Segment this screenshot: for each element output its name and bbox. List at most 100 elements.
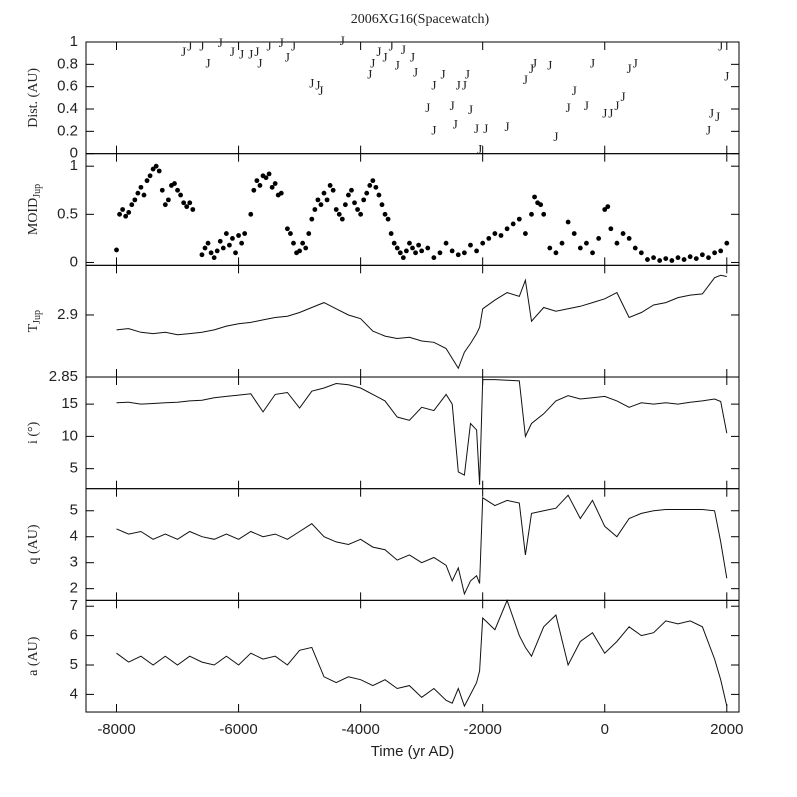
x-tick-label: -4000 — [341, 721, 379, 738]
point: J — [389, 39, 394, 54]
y-tick-label: 2.85 — [49, 368, 78, 385]
y-tick-label: 5 — [70, 460, 78, 477]
point — [529, 211, 534, 217]
point — [333, 207, 339, 212]
series-line — [116, 274, 727, 370]
point: J — [291, 39, 296, 54]
y-tick-label: 0 — [70, 145, 78, 162]
point: J — [572, 83, 577, 98]
point — [162, 202, 168, 208]
point — [416, 242, 422, 248]
point: J — [206, 55, 211, 70]
point — [608, 226, 614, 232]
point — [403, 248, 409, 254]
point — [239, 240, 245, 246]
point — [284, 226, 290, 232]
y-tick-label: 0.2 — [57, 122, 78, 139]
point: J — [608, 106, 613, 121]
point — [361, 197, 367, 203]
x-tick-label: -2000 — [463, 721, 501, 738]
point — [510, 221, 516, 227]
point: J — [602, 106, 607, 121]
y-label-main: MOID — [26, 198, 41, 235]
point — [187, 200, 193, 206]
point — [230, 235, 235, 241]
point — [486, 235, 492, 241]
point: J — [318, 83, 323, 98]
point: J — [468, 102, 473, 117]
point — [236, 233, 241, 238]
point — [681, 257, 687, 262]
x-axis-label: Time (yr AD) — [371, 743, 455, 760]
point — [242, 231, 248, 236]
point — [632, 245, 638, 251]
point: J — [401, 42, 406, 57]
y-tick-label: 5 — [70, 656, 78, 673]
point — [504, 226, 510, 232]
point — [370, 178, 376, 184]
point — [318, 202, 324, 208]
point: J — [474, 121, 479, 136]
point — [211, 255, 217, 261]
point: J — [230, 44, 235, 59]
point — [336, 211, 342, 217]
point: J — [376, 44, 381, 59]
point — [251, 187, 257, 193]
x-tick-label: 0 — [601, 721, 609, 738]
point: J — [566, 100, 571, 115]
point — [214, 248, 220, 254]
point — [123, 213, 129, 219]
point — [605, 204, 611, 210]
point: J — [450, 98, 455, 113]
point: J — [706, 122, 711, 137]
point — [602, 207, 608, 212]
point — [669, 258, 675, 263]
point — [220, 245, 226, 251]
point — [431, 255, 437, 261]
y-tick-label: 3 — [70, 554, 78, 571]
y-tick-label: 2.9 — [57, 306, 78, 323]
point — [425, 245, 431, 251]
point — [205, 240, 211, 246]
point: J — [584, 98, 589, 113]
point — [135, 190, 141, 196]
point — [181, 200, 187, 206]
y-tick-label: 2 — [70, 580, 78, 597]
point — [724, 240, 730, 246]
point — [165, 197, 171, 203]
point — [410, 245, 415, 251]
point — [342, 202, 348, 208]
point — [178, 192, 183, 198]
point: J — [370, 55, 375, 70]
point — [114, 247, 119, 253]
point — [468, 242, 473, 248]
point — [645, 257, 650, 262]
point — [156, 168, 162, 174]
point — [614, 240, 620, 246]
point — [364, 190, 370, 196]
panel-frame — [85, 264, 740, 378]
point — [474, 248, 479, 254]
point — [138, 184, 144, 190]
point: J — [431, 78, 436, 93]
point — [413, 250, 418, 256]
point — [358, 211, 364, 217]
series-line — [116, 494, 728, 596]
point: J — [483, 121, 488, 136]
point — [449, 248, 455, 254]
point: J — [425, 100, 430, 115]
y-label-main: Dist. (AU) — [26, 68, 41, 128]
panel-frame — [85, 488, 740, 601]
point — [309, 216, 315, 222]
point: J — [239, 46, 244, 61]
point — [699, 252, 705, 258]
point — [373, 184, 379, 190]
point — [217, 238, 223, 244]
point — [339, 216, 345, 222]
point — [532, 194, 537, 200]
y-tick-label: 1 — [70, 33, 78, 50]
point — [330, 187, 336, 193]
point: J — [627, 61, 632, 76]
point — [388, 231, 394, 236]
